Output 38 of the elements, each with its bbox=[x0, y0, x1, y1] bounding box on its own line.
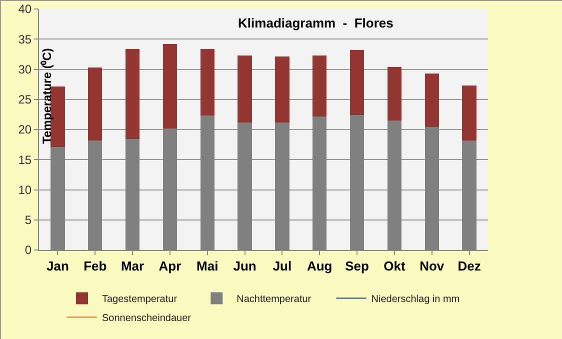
legend-label: Niederschlag in mm bbox=[371, 294, 460, 306]
x-tick-label: Apr bbox=[158, 258, 182, 274]
bar bbox=[424, 73, 439, 128]
legend-label: Sonnenscheindauer bbox=[102, 313, 192, 324]
bar bbox=[125, 48, 140, 140]
y-tick-label: 15 bbox=[18, 152, 32, 167]
y-tick-label: 0 bbox=[24, 243, 32, 258]
x-tick-label: Mar bbox=[120, 258, 144, 274]
x-tick-label: Jan bbox=[46, 258, 69, 274]
bar bbox=[275, 56, 290, 122]
y-axis-title: Temperature (⁰C) bbox=[40, 48, 54, 144]
y-tick-label: 35 bbox=[18, 32, 32, 46]
x-tick-label: Jul bbox=[272, 258, 292, 274]
legend-label: Nachttemperatur bbox=[236, 294, 312, 306]
bar bbox=[387, 66, 402, 120]
bar bbox=[200, 48, 214, 116]
x-tick-label: Nov bbox=[420, 258, 445, 274]
bar bbox=[312, 55, 327, 116]
y-tick-label: 20 bbox=[18, 122, 32, 137]
x-tick-label: Dez bbox=[458, 258, 482, 274]
y-tick-label: 25 bbox=[18, 92, 32, 107]
x-tick-label: Okt bbox=[384, 258, 406, 274]
bar bbox=[462, 86, 476, 140]
bar bbox=[88, 67, 102, 140]
y-tick-label: 30 bbox=[18, 62, 32, 76]
bar bbox=[162, 44, 178, 128]
y-tick-label: 40 bbox=[18, 2, 32, 16]
legend-label: Tagestemperatur bbox=[102, 294, 178, 306]
bar bbox=[238, 55, 252, 122]
y-tick-label: 5 bbox=[24, 213, 32, 228]
bar bbox=[350, 50, 364, 116]
x-tick-label: Mai bbox=[196, 258, 218, 274]
text: Klimadiagramm - Flores bbox=[238, 16, 394, 31]
x-tick-label: Aug bbox=[306, 258, 332, 274]
x-tick-label: Jun bbox=[233, 258, 256, 274]
x-tick-label: Feb bbox=[84, 258, 107, 274]
x-tick-label: Sep bbox=[345, 258, 370, 274]
y-tick-label: 10 bbox=[18, 182, 32, 197]
